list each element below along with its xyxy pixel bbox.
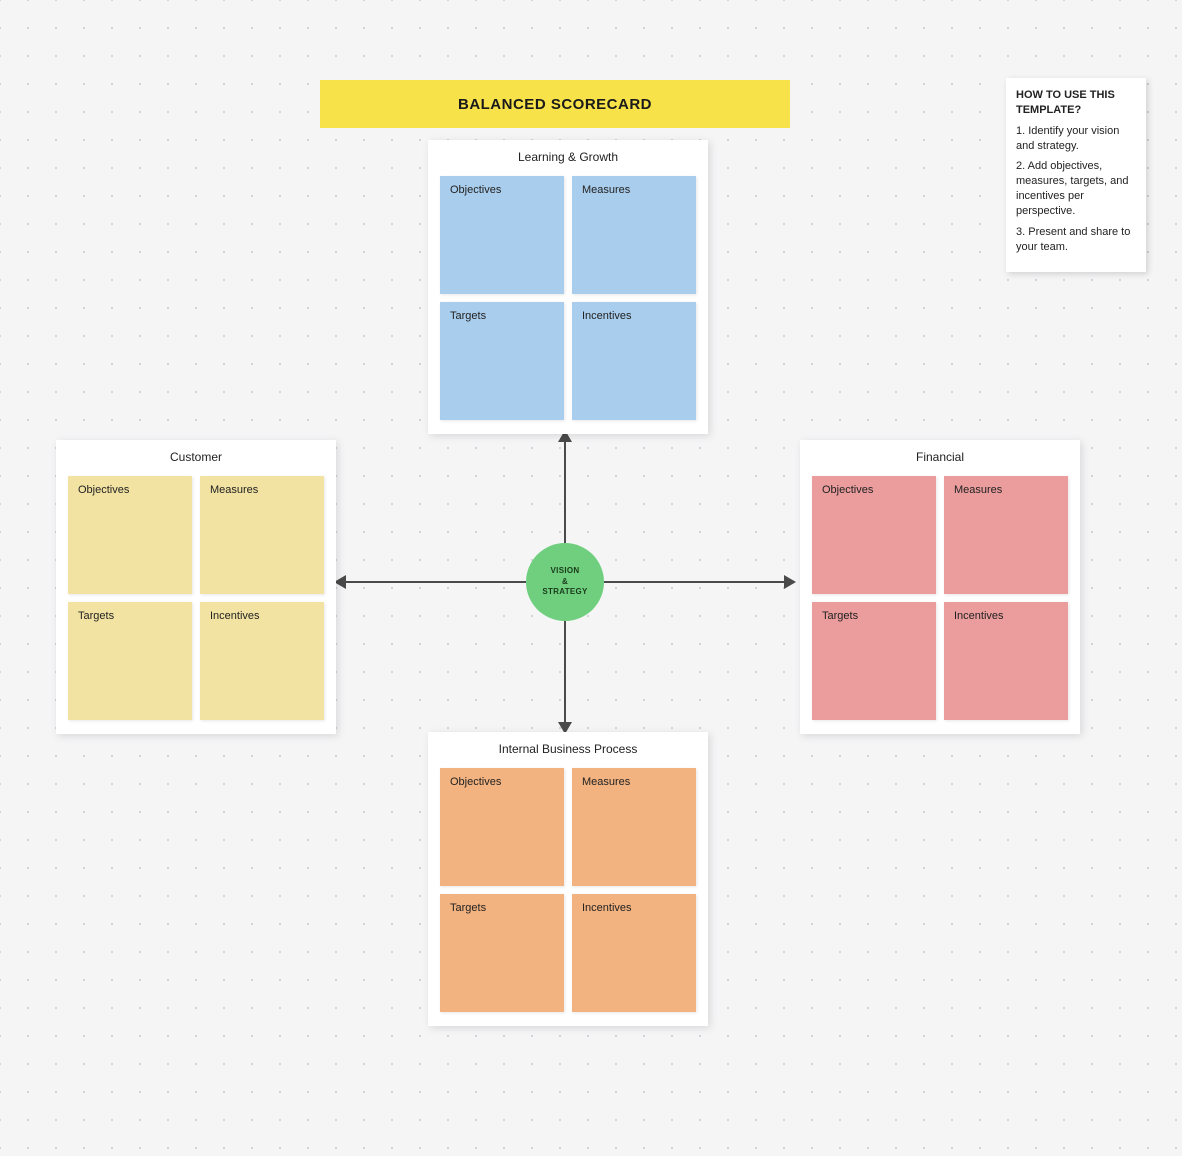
card-label: Targets [450,902,486,914]
arrow-up [564,442,566,543]
quadrant-title: Learning & Growth [440,150,696,166]
card-incentives[interactable]: Incentives [572,302,696,420]
center-line2: & [562,577,568,587]
card-label: Objectives [450,184,501,196]
card-grid: Objectives Measures Targets Incentives [440,768,696,1012]
help-step-1: 1. Identify your vision and strategy. [1016,124,1136,154]
quadrant-title: Financial [812,450,1068,466]
card-grid: Objectives Measures Targets Incentives [812,476,1068,720]
card-incentives[interactable]: Incentives [944,602,1068,720]
card-measures[interactable]: Measures [572,176,696,294]
help-card-title: HOW TO USE THIS TEMPLATE? [1016,88,1136,118]
card-label: Targets [450,310,486,322]
card-label: Targets [78,610,114,622]
quadrant-title-text: Internal Business Process [499,742,638,756]
quadrant-customer[interactable]: Customer Objectives Measures Targets Inc… [56,440,336,734]
card-targets[interactable]: Targets [812,602,936,720]
card-measures[interactable]: Measures [572,768,696,886]
title-banner: BALANCED SCORECARD [320,80,790,128]
help-step-2: 2. Add objectives, measures, targets, an… [1016,159,1136,218]
card-measures[interactable]: Measures [944,476,1068,594]
card-label: Measures [210,484,258,496]
card-label: Incentives [210,610,260,622]
card-label: Incentives [582,902,632,914]
card-objectives[interactable]: Objectives [440,768,564,886]
card-label: Objectives [450,776,501,788]
help-card: HOW TO USE THIS TEMPLATE? 1. Identify yo… [1006,78,1146,272]
help-step-3: 3. Present and share to your team. [1016,225,1136,255]
center-line3: STRATEGY [542,587,587,597]
card-label: Measures [582,776,630,788]
card-objectives[interactable]: Objectives [812,476,936,594]
quadrant-title: Customer [68,450,324,466]
card-grid: Objectives Measures Targets Incentives [68,476,324,720]
card-objectives[interactable]: Objectives [68,476,192,594]
quadrant-financial[interactable]: Financial Objectives Measures Targets In… [800,440,1080,734]
arrow-right-head [784,575,796,589]
card-label: Measures [954,484,1002,496]
quadrant-learning-growth[interactable]: Learning & Growth Objectives Measures Ta… [428,140,708,434]
card-targets[interactable]: Targets [440,894,564,1012]
title-text: BALANCED SCORECARD [458,96,652,113]
card-label: Objectives [822,484,873,496]
center-vision-strategy[interactable]: VISION & STRATEGY [526,543,604,621]
card-incentives[interactable]: Incentives [200,602,324,720]
card-targets[interactable]: Targets [440,302,564,420]
card-label: Measures [582,184,630,196]
card-measures[interactable]: Measures [200,476,324,594]
quadrant-title: Internal Business Process [488,742,648,758]
center-line1: VISION [551,566,580,576]
card-label: Incentives [954,610,1004,622]
card-targets[interactable]: Targets [68,602,192,720]
card-label: Incentives [582,310,632,322]
arrow-left [346,581,526,583]
card-incentives[interactable]: Incentives [572,894,696,1012]
card-label: Targets [822,610,858,622]
arrow-right [604,581,784,583]
card-grid: Objectives Measures Targets Incentives [440,176,696,420]
arrow-down [564,621,566,722]
card-label: Objectives [78,484,129,496]
quadrant-internal-business-process[interactable]: Internal Business Process Objectives Mea… [428,732,708,1026]
card-objectives[interactable]: Objectives [440,176,564,294]
